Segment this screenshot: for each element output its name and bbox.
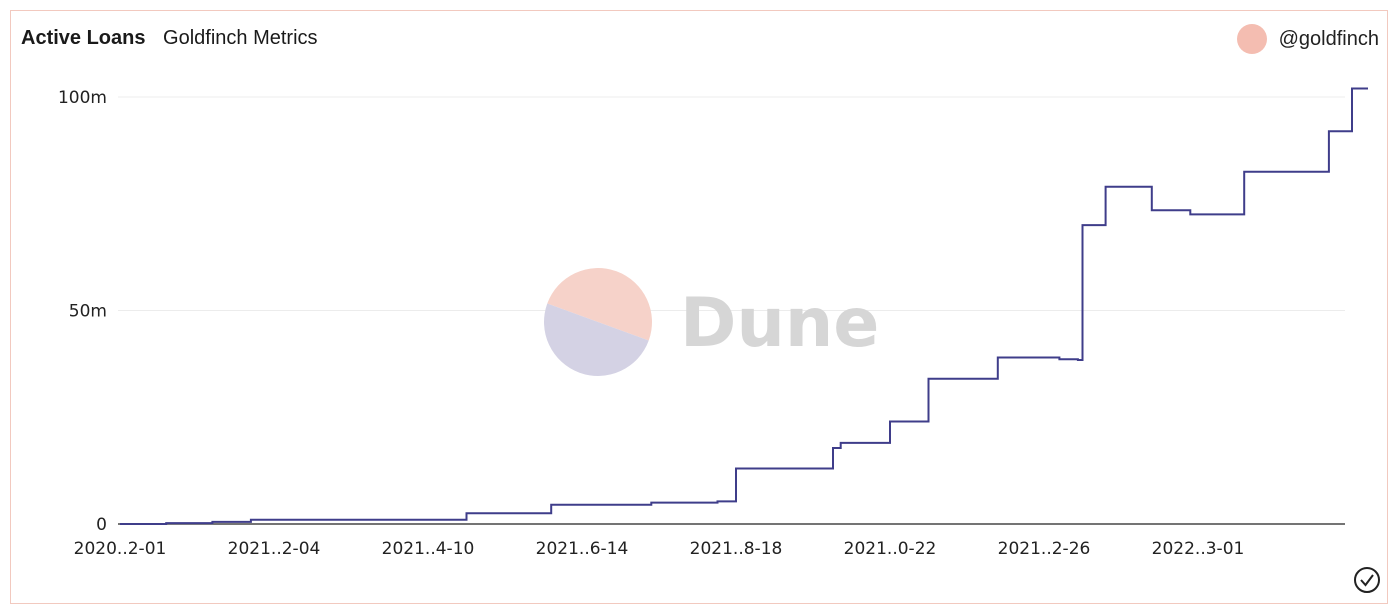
y-tick-label: 0 (96, 515, 107, 535)
chart-card: Active Loans Goldfinch Metrics @goldfinc… (10, 10, 1388, 604)
x-tick-label: 2021..6-14 (536, 539, 629, 559)
dune-watermark-text: Dune (680, 284, 879, 363)
x-tick-label: 2021..8-18 (690, 539, 783, 559)
dune-logo-top (547, 268, 652, 341)
author-avatar (1236, 24, 1267, 54)
x-tick-label: 2021..4-10 (382, 539, 475, 559)
series-line (120, 87, 1368, 525)
chart-title: Active Loans (21, 27, 146, 49)
y-tick-label: 100m (58, 88, 107, 108)
dune-logo-bottom (544, 303, 649, 376)
chart-subtitle: Goldfinch Metrics (163, 27, 318, 49)
x-tick-label: 2022..3-01 (1152, 539, 1245, 559)
x-tick-label: 2020..2-01 (74, 539, 167, 559)
y-tick-label: 50m (69, 302, 107, 322)
x-tick-label: 2021..0-22 (844, 539, 937, 559)
author-name: @goldfinch (1278, 27, 1379, 50)
dune-watermark: Dune (544, 268, 879, 376)
author-link[interactable]: @goldfinch (1236, 24, 1379, 54)
chart-header: Active Loans Goldfinch Metrics (21, 27, 318, 50)
check-circle-icon[interactable] (1354, 567, 1380, 593)
x-tick-label: 2021..2-26 (998, 539, 1091, 559)
x-tick-label: 2021..2-04 (228, 539, 321, 559)
